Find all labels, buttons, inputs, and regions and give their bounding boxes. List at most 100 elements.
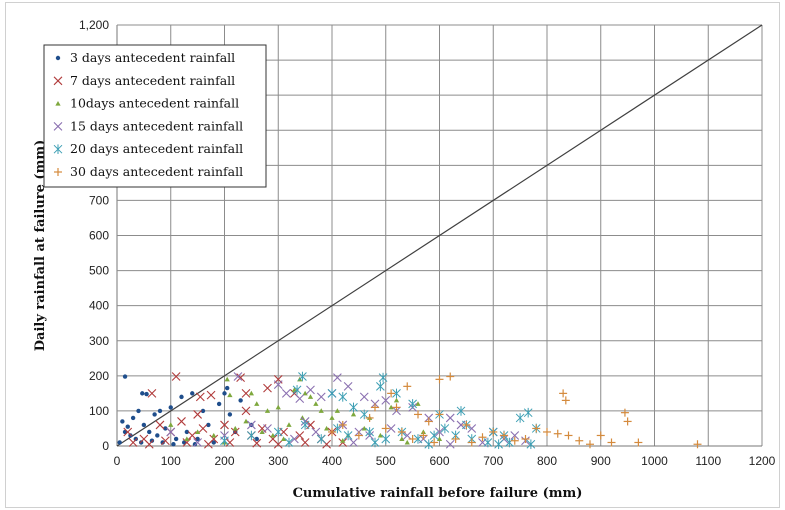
data-point xyxy=(295,394,305,404)
data-point xyxy=(399,436,405,441)
data-point xyxy=(561,396,570,405)
data-points xyxy=(117,371,702,450)
data-point xyxy=(388,404,394,410)
data-point xyxy=(515,413,525,423)
legend-marker xyxy=(54,168,62,176)
data-point xyxy=(300,420,310,430)
data-point xyxy=(553,429,562,438)
data-point xyxy=(273,439,283,449)
legend-box xyxy=(43,44,267,188)
data-point xyxy=(365,427,374,437)
grid xyxy=(116,24,763,447)
data-point xyxy=(332,373,342,382)
data-point xyxy=(187,431,197,440)
data-point xyxy=(168,405,173,410)
data-point xyxy=(128,433,133,438)
data-point xyxy=(446,372,455,381)
legend-marker xyxy=(53,122,63,131)
data-point xyxy=(200,408,206,414)
data-point xyxy=(318,408,324,413)
data-point xyxy=(211,432,217,438)
x-tick-label: 300 xyxy=(268,454,288,468)
data-point xyxy=(171,372,181,381)
data-point xyxy=(483,437,493,448)
legend-label: 10days antecedent rainfall xyxy=(70,96,239,111)
data-point xyxy=(376,381,385,392)
data-point xyxy=(430,438,439,447)
data-point xyxy=(313,401,319,406)
legend-label: 3 days antecedent rainfall xyxy=(70,50,235,65)
data-point xyxy=(365,413,374,422)
data-point xyxy=(195,392,205,402)
data-point xyxy=(543,427,551,436)
data-point xyxy=(311,427,321,437)
data-point xyxy=(500,431,508,440)
y-tick-label: 0 xyxy=(102,439,109,453)
y-tick-label: 100 xyxy=(89,404,109,418)
data-point xyxy=(147,388,157,398)
data-point xyxy=(338,420,347,429)
data-point xyxy=(361,425,367,431)
data-point xyxy=(323,425,330,431)
data-point xyxy=(166,427,176,437)
x-axis-title: Cumulative rainfall before failure (mm) xyxy=(293,486,583,501)
legend-label: 30 days antecedent rainfall xyxy=(70,164,243,179)
data-point xyxy=(289,434,299,444)
x-tick-label: 1100 xyxy=(695,454,721,468)
series-5 xyxy=(220,371,541,450)
x-tick-label: 1000 xyxy=(641,454,668,468)
data-point xyxy=(404,439,410,445)
data-point xyxy=(586,440,594,449)
data-point xyxy=(489,427,498,436)
data-point xyxy=(451,434,460,443)
x-tick-label: 500 xyxy=(376,454,396,468)
data-point xyxy=(408,434,417,443)
data-point xyxy=(160,436,170,446)
data-point xyxy=(386,424,396,433)
data-point xyxy=(247,430,256,441)
data-point xyxy=(306,385,315,395)
data-point xyxy=(122,374,128,379)
data-point xyxy=(195,436,200,442)
data-point xyxy=(371,403,379,412)
x-tick-label: 400 xyxy=(322,454,342,468)
scatter-chart: 0 100 200 300 400 500 600 700 800 900 1000 1100 1200… xyxy=(33,18,776,501)
legend-marker xyxy=(55,55,61,61)
y-tick-label: 400 xyxy=(89,299,109,313)
data-point xyxy=(559,389,568,398)
x-tick-label: 600 xyxy=(429,454,449,468)
x-tick-label: 1200 xyxy=(749,454,776,468)
data-point xyxy=(241,388,251,398)
data-point xyxy=(329,415,335,420)
y-tick-label: 600 xyxy=(89,229,109,243)
data-point xyxy=(243,418,249,424)
data-point xyxy=(387,389,396,398)
data-point xyxy=(211,440,216,445)
data-point xyxy=(120,419,125,424)
x-tick-label: 700 xyxy=(483,454,503,468)
data-point xyxy=(343,381,353,391)
data-point xyxy=(246,420,256,430)
data-point xyxy=(378,372,388,383)
data-point xyxy=(350,411,357,417)
data-point xyxy=(436,436,443,441)
data-point xyxy=(292,385,302,395)
data-point xyxy=(138,440,144,445)
data-point xyxy=(392,388,401,399)
data-point xyxy=(252,438,262,448)
data-point xyxy=(232,425,238,431)
data-point xyxy=(338,392,348,402)
data-point xyxy=(198,424,208,433)
data-point xyxy=(144,439,154,449)
data-point xyxy=(435,427,444,437)
data-point xyxy=(155,433,160,438)
x-tick-label: 200 xyxy=(214,454,234,468)
data-point xyxy=(182,438,192,447)
data-point xyxy=(225,438,235,447)
data-point xyxy=(125,424,130,429)
legend-label: 7 days antecedent rainfall xyxy=(70,73,235,88)
data-point xyxy=(596,431,605,440)
data-point xyxy=(177,417,186,426)
data-point xyxy=(141,422,147,428)
data-point xyxy=(203,439,213,449)
